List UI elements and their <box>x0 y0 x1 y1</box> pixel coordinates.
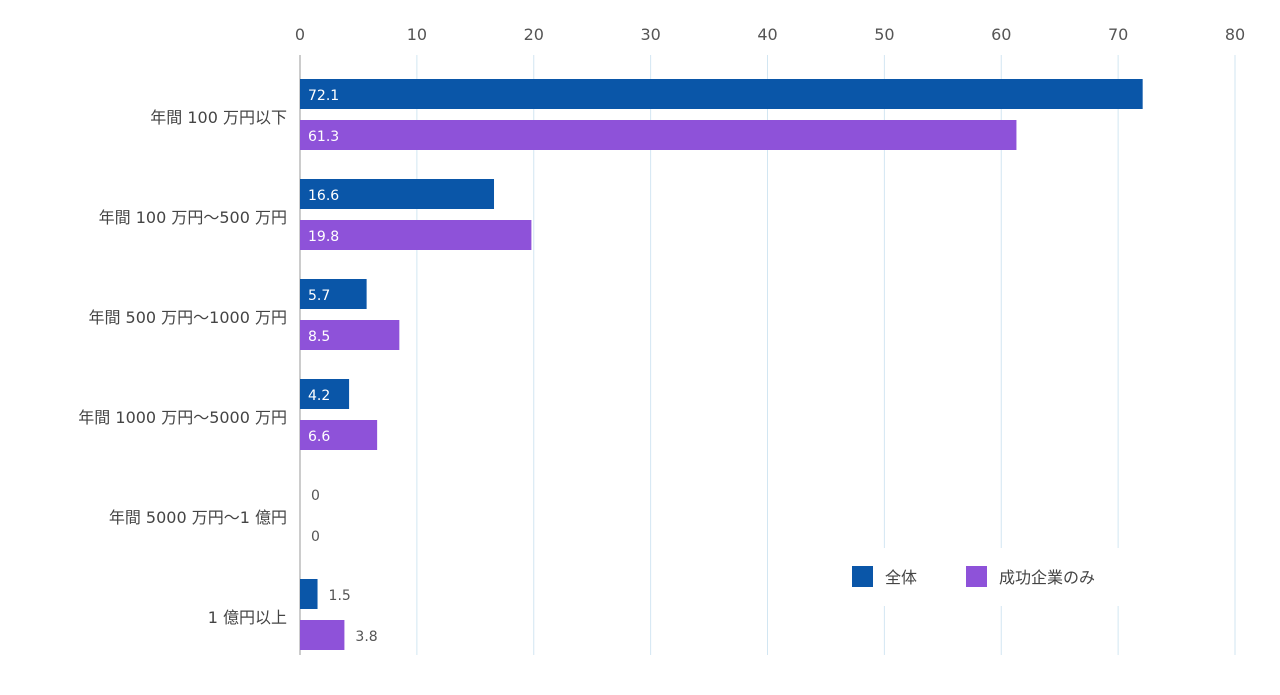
data-label: 16.6 <box>308 188 339 204</box>
legend-swatch <box>966 566 987 587</box>
data-label: 0 <box>311 488 320 504</box>
data-label: 5.7 <box>308 288 330 304</box>
x-tick-label: 30 <box>640 25 660 44</box>
data-label: 72.1 <box>308 88 339 104</box>
x-tick-label: 70 <box>1108 25 1128 44</box>
data-label: 0 <box>311 529 320 545</box>
data-label: 6.6 <box>308 429 330 445</box>
bar <box>300 279 367 309</box>
category-label: 年間 1000 万円〜5000 万円 <box>78 408 287 427</box>
bar <box>300 120 1017 150</box>
category-label: 年間 500 万円〜1000 万円 <box>88 308 287 327</box>
category-label: 年間 5000 万円〜1 億円 <box>109 508 287 527</box>
x-tick-label: 0 <box>295 25 305 44</box>
data-label: 3.8 <box>355 629 377 645</box>
bar <box>300 320 400 350</box>
data-label: 4.2 <box>308 388 330 404</box>
bar <box>300 579 318 609</box>
bar <box>300 379 350 409</box>
data-label: 8.5 <box>308 329 330 345</box>
legend-swatch <box>852 566 873 587</box>
data-label: 61.3 <box>308 129 339 145</box>
category-label: 年間 100 万円以下 <box>150 108 287 127</box>
legend-label: 全体 <box>885 568 917 587</box>
x-tick-label: 80 <box>1225 25 1245 44</box>
x-tick-label: 40 <box>757 25 777 44</box>
x-tick-label: 20 <box>524 25 544 44</box>
bar <box>300 620 345 650</box>
data-label: 19.8 <box>308 229 339 245</box>
bar <box>300 179 495 209</box>
data-label: 1.5 <box>329 588 351 604</box>
x-tick-label: 60 <box>991 25 1011 44</box>
legend-label: 成功企業のみ <box>999 568 1095 587</box>
x-tick-label: 50 <box>874 25 894 44</box>
category-label: 年間 100 万円〜500 万円 <box>99 208 287 227</box>
bar <box>300 420 378 450</box>
x-tick-label: 10 <box>407 25 427 44</box>
bar <box>300 220 532 250</box>
bar <box>300 79 1143 109</box>
category-label: 1 億円以上 <box>208 608 287 627</box>
